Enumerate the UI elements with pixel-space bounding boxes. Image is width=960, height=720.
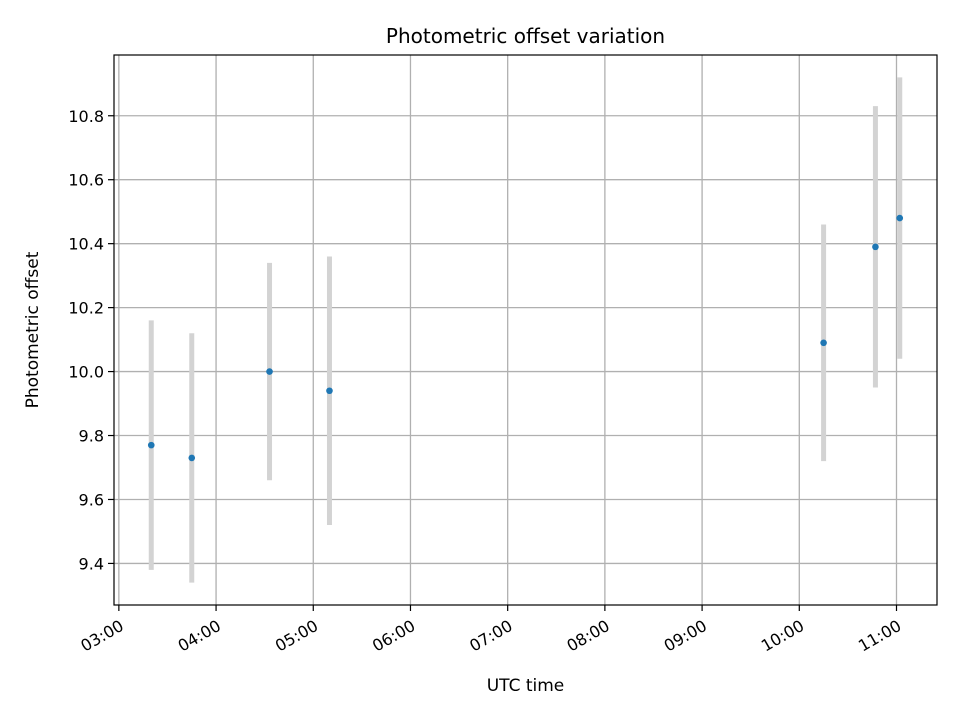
y-tick-label: 10.2 bbox=[68, 299, 104, 318]
data-point bbox=[266, 368, 273, 375]
plot-frame bbox=[113, 54, 938, 606]
y-tick-label: 9.4 bbox=[79, 554, 104, 573]
data-point bbox=[147, 441, 155, 449]
y-axis-title: Photometric offset bbox=[23, 251, 43, 408]
y-tick-label: 9.6 bbox=[79, 490, 104, 509]
y-tick-label: 10.6 bbox=[68, 171, 104, 190]
data-point bbox=[896, 214, 904, 222]
data-point bbox=[188, 454, 196, 462]
data-point bbox=[326, 387, 333, 395]
y-tick-label: 10.4 bbox=[68, 235, 104, 254]
x-axis-title: UTC time bbox=[487, 676, 565, 696]
data-point bbox=[820, 339, 827, 347]
y-tick-label: 10.0 bbox=[68, 363, 104, 382]
grid-lines bbox=[114, 55, 937, 605]
chart-title: Photometric offset variation bbox=[386, 24, 665, 48]
y-tick-label: 10.8 bbox=[68, 107, 104, 126]
data-points bbox=[147, 214, 904, 462]
data-point bbox=[872, 243, 879, 251]
y-tick-label: 9.8 bbox=[79, 427, 104, 446]
